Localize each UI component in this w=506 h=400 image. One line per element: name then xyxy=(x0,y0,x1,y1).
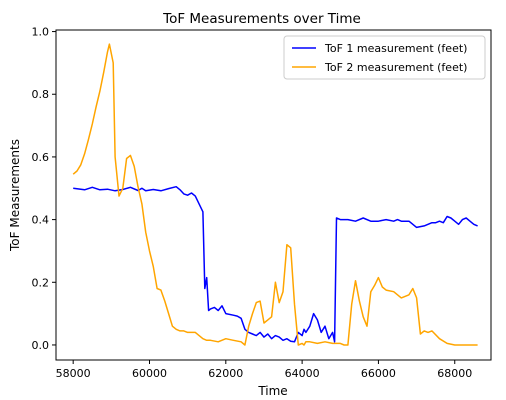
x-tick-label: 64000 xyxy=(285,367,320,380)
y-tick-label: 0.8 xyxy=(32,88,50,101)
chart-title: ToF Measurements over Time xyxy=(162,11,361,27)
x-tick-label: 62000 xyxy=(208,367,243,380)
y-tick-label: 1.0 xyxy=(32,26,50,39)
y-axis-label: ToF Measurements xyxy=(8,139,22,252)
y-tick-label: 0.0 xyxy=(32,339,50,352)
series-line-1 xyxy=(73,185,478,343)
x-axis-label: Time xyxy=(257,384,287,398)
legend-label-tof2: ToF 2 measurement (feet) xyxy=(324,61,467,74)
x-tick-label: 58000 xyxy=(56,367,91,380)
x-axis-ticks: 58000 60000 62000 64000 66000 68000 xyxy=(56,360,472,380)
legend-box xyxy=(283,35,486,80)
x-tick-label: 66000 xyxy=(361,367,396,380)
x-tick-label: 68000 xyxy=(437,367,472,380)
x-tick-label: 60000 xyxy=(132,367,167,380)
series-group xyxy=(72,43,478,346)
y-tick-label: 0.4 xyxy=(32,214,50,227)
series-line-2 xyxy=(72,43,478,346)
legend-label-tof1: ToF 1 measurement (feet) xyxy=(324,42,467,55)
plot-frame xyxy=(55,29,492,361)
legend: ToF 1 measurement (feet) ToF 2 measureme… xyxy=(283,35,486,80)
y-tick-label: 0.6 xyxy=(32,151,50,164)
y-axis-ticks: 0.0 0.2 0.4 0.6 0.8 1.0 xyxy=(32,26,56,352)
y-tick-label: 0.2 xyxy=(32,276,50,289)
